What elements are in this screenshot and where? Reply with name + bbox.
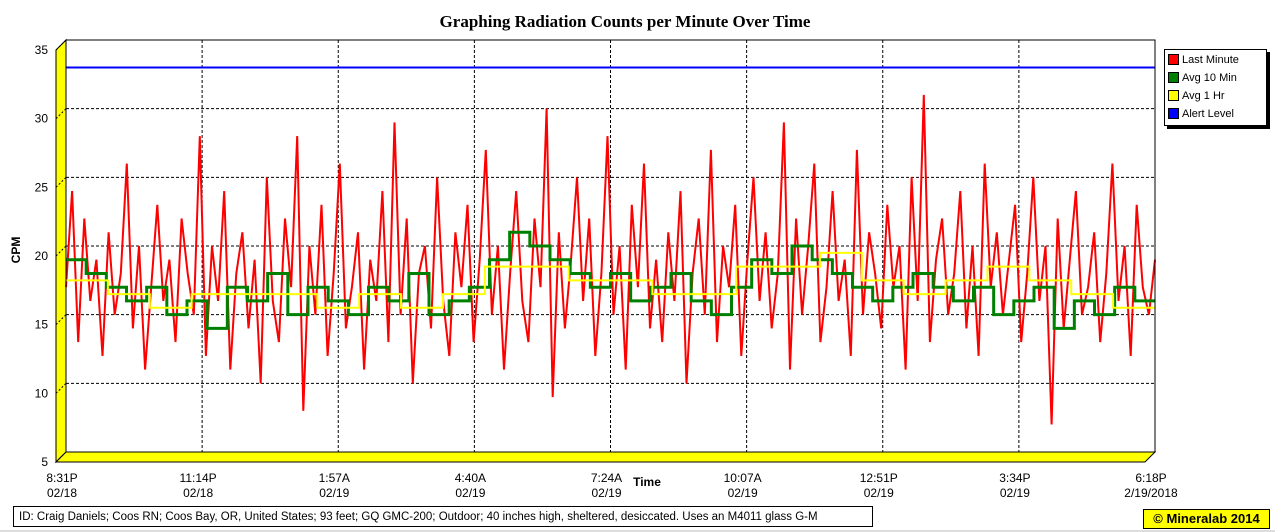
x-tick-date: 02/19 bbox=[1000, 486, 1030, 500]
x-tick-time: 6:18P bbox=[1135, 471, 1166, 485]
legend-item-avg-10-min: Avg 10 Min bbox=[1165, 69, 1266, 86]
x-tick-date: 2/19/2018 bbox=[1124, 486, 1178, 500]
x-tick-date: 02/18 bbox=[183, 486, 213, 500]
legend-item-alert-level: Alert Level bbox=[1165, 105, 1266, 122]
x-tick-time: 11:14P bbox=[180, 471, 217, 485]
legend-label: Last Minute bbox=[1182, 53, 1239, 66]
x-tick-date: 02/18 bbox=[47, 486, 77, 500]
bottom-border bbox=[0, 530, 1275, 532]
y-tick-label: 35 bbox=[35, 43, 49, 57]
x-tick-date: 02/19 bbox=[319, 486, 349, 500]
legend: Last Minute Avg 10 Min Avg 1 Hr Alert Le… bbox=[1164, 49, 1267, 126]
series-last-minute bbox=[65, 94, 1156, 425]
y-axis-label: CPM bbox=[9, 237, 23, 264]
series-group bbox=[65, 66, 1156, 425]
x-tick-date: 02/19 bbox=[591, 486, 621, 500]
swatch-icon bbox=[1168, 72, 1179, 83]
swatch-icon bbox=[1168, 90, 1179, 101]
swatch-icon bbox=[1168, 108, 1179, 119]
x-tick-time: 8:31P bbox=[46, 471, 77, 485]
y-tick-label: 25 bbox=[35, 180, 49, 194]
station-info: ID: Craig Daniels; Coos RN; Coos Bay, OR… bbox=[13, 506, 873, 527]
x-tick-time: 1:57A bbox=[319, 471, 350, 485]
legend-label: Avg 10 Min bbox=[1182, 71, 1237, 84]
y-tick-label: 20 bbox=[35, 249, 49, 263]
legend-label: Alert Level bbox=[1182, 107, 1234, 120]
x-tick-date: 02/19 bbox=[728, 486, 758, 500]
legend-item-last-minute: Last Minute bbox=[1165, 51, 1266, 68]
x-tick-time: 4:40A bbox=[455, 471, 486, 485]
x-tick-time: 7:24A bbox=[591, 471, 622, 485]
x-tick-date: 02/19 bbox=[864, 486, 894, 500]
x-tick-time: 10:07A bbox=[724, 471, 762, 485]
y-tick-label: 30 bbox=[35, 112, 49, 126]
y-tick-label: 5 bbox=[41, 455, 48, 469]
y-tick-label: 15 bbox=[35, 318, 49, 332]
legend-item-avg-1-hr: Avg 1 Hr bbox=[1165, 87, 1266, 104]
y-ticks: 5 10 15 20 25 30 35 bbox=[35, 43, 49, 469]
y-tick-label: 10 bbox=[35, 386, 49, 400]
copyright-badge: © Mineralab 2014 bbox=[1143, 509, 1270, 529]
left-wall bbox=[55, 38, 67, 464]
series-avg-1-hr bbox=[66, 251, 1155, 309]
x-ticks: 8:31P02/1811:14P02/181:57A02/194:40A02/1… bbox=[46, 471, 1178, 500]
x-axis-label: Time bbox=[633, 475, 661, 489]
x-tick-time: 3:34P bbox=[999, 471, 1030, 485]
legend-label: Avg 1 Hr bbox=[1182, 89, 1225, 102]
x-tick-time: 12:51P bbox=[860, 471, 898, 485]
plot-frame bbox=[65, 39, 1156, 453]
floor bbox=[54, 451, 1157, 463]
x-tick-date: 02/19 bbox=[455, 486, 485, 500]
swatch-icon bbox=[1168, 54, 1179, 65]
chart-title: Graphing Radiation Counts per Minute Ove… bbox=[440, 12, 811, 31]
